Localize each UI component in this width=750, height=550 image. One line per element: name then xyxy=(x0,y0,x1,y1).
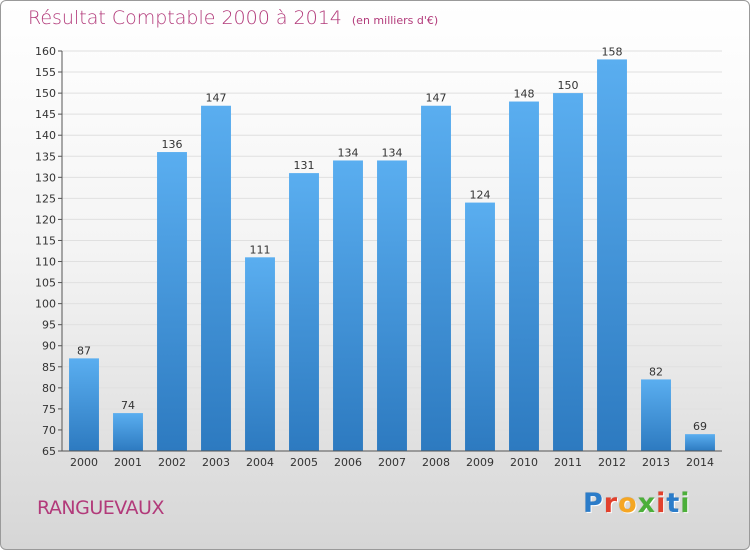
x-tick-label: 2008 xyxy=(422,456,450,469)
bar xyxy=(289,173,319,451)
logo-letter: P xyxy=(583,488,604,519)
data-label: 147 xyxy=(206,92,227,105)
bar xyxy=(69,358,99,451)
y-tick-label: 105 xyxy=(35,277,56,290)
y-tick-label: 70 xyxy=(42,424,56,437)
x-tick-label: 2014 xyxy=(686,456,714,469)
data-label: 111 xyxy=(250,243,271,256)
data-label: 124 xyxy=(470,189,491,202)
y-tick-label: 65 xyxy=(42,445,56,458)
y-tick-label: 145 xyxy=(35,108,56,121)
x-tick-label: 2003 xyxy=(202,456,230,469)
data-label: 158 xyxy=(602,45,623,58)
bar xyxy=(201,105,231,451)
data-label: 87 xyxy=(77,344,91,357)
bar xyxy=(157,152,187,452)
bars: 87 74 136 147 111 131 134 134 147 124 148 150 158 82 6… xyxy=(69,45,715,452)
x-tick-label: 2001 xyxy=(114,456,142,469)
y-tick-label: 80 xyxy=(42,382,56,395)
commune-name: RANGUEVAUX xyxy=(37,497,164,519)
x-tick-label: 2013 xyxy=(642,456,670,469)
x-tick-label: 2012 xyxy=(598,456,626,469)
logo-letter: i xyxy=(680,488,691,519)
bar xyxy=(465,202,495,451)
data-label: 134 xyxy=(338,146,359,159)
y-tick-label: 120 xyxy=(35,213,56,226)
chart-title: Résultat Comptable 2000 à 2014 (en millie… xyxy=(28,7,438,29)
x-tick-label: 2010 xyxy=(510,456,538,469)
y-tick-label: 85 xyxy=(42,361,56,374)
axes: 65 70 75 80 85 90 95 100 105 110 115 120 125 130 135 14… xyxy=(35,45,722,469)
y-tick-label: 90 xyxy=(42,340,56,353)
y-tick-label: 155 xyxy=(35,66,56,79)
y-tick-label: 110 xyxy=(35,256,56,269)
x-tick-label: 2009 xyxy=(466,456,494,469)
data-label: 131 xyxy=(294,159,315,172)
y-tick-label: 95 xyxy=(42,319,56,332)
chart-unit: (en milliers d'€) xyxy=(351,14,439,27)
bar xyxy=(421,105,451,451)
y-tick-label: 125 xyxy=(35,192,56,205)
y-tick-label: 75 xyxy=(42,403,56,416)
y-tick-label: 140 xyxy=(35,129,56,142)
bar xyxy=(685,434,715,451)
data-label: 134 xyxy=(382,146,403,159)
x-tick-label: 2002 xyxy=(158,456,186,469)
bar xyxy=(113,413,143,451)
bar xyxy=(245,257,275,451)
proxiti-logo: Proxiti xyxy=(583,488,691,519)
logo-letter: r xyxy=(603,488,619,519)
bar xyxy=(509,101,539,452)
y-tick-label: 150 xyxy=(35,87,56,100)
logo-letter: t xyxy=(666,488,681,519)
y-tick-label: 135 xyxy=(35,150,56,163)
x-tick-label: 2005 xyxy=(290,456,318,469)
bar xyxy=(333,160,363,451)
y-tick-label: 115 xyxy=(35,234,56,247)
y-tick-label: 100 xyxy=(35,298,56,311)
data-label: 147 xyxy=(426,92,447,105)
x-tick-label: 2011 xyxy=(554,456,582,469)
y-tick-label: 160 xyxy=(35,45,56,58)
data-label: 136 xyxy=(162,138,183,151)
data-label: 74 xyxy=(121,399,135,412)
bar xyxy=(597,59,627,451)
bar xyxy=(553,93,583,452)
logo-letter: o xyxy=(618,488,638,519)
data-label: 150 xyxy=(558,79,579,92)
x-tick-label: 2006 xyxy=(334,456,362,469)
x-tick-label: 2004 xyxy=(246,456,274,469)
logo-letter: x xyxy=(637,488,657,519)
bar xyxy=(641,379,671,451)
chart-title-text: Résultat Comptable 2000 à 2014 xyxy=(28,7,342,29)
y-tick-label: 130 xyxy=(35,171,56,184)
x-tick-label: 2000 xyxy=(70,456,98,469)
x-tick-label: 2007 xyxy=(378,456,406,469)
data-label: 69 xyxy=(693,420,707,433)
logo-letter: i xyxy=(656,488,667,519)
bar xyxy=(377,160,407,451)
data-label: 148 xyxy=(514,88,535,101)
data-label: 82 xyxy=(649,365,663,378)
